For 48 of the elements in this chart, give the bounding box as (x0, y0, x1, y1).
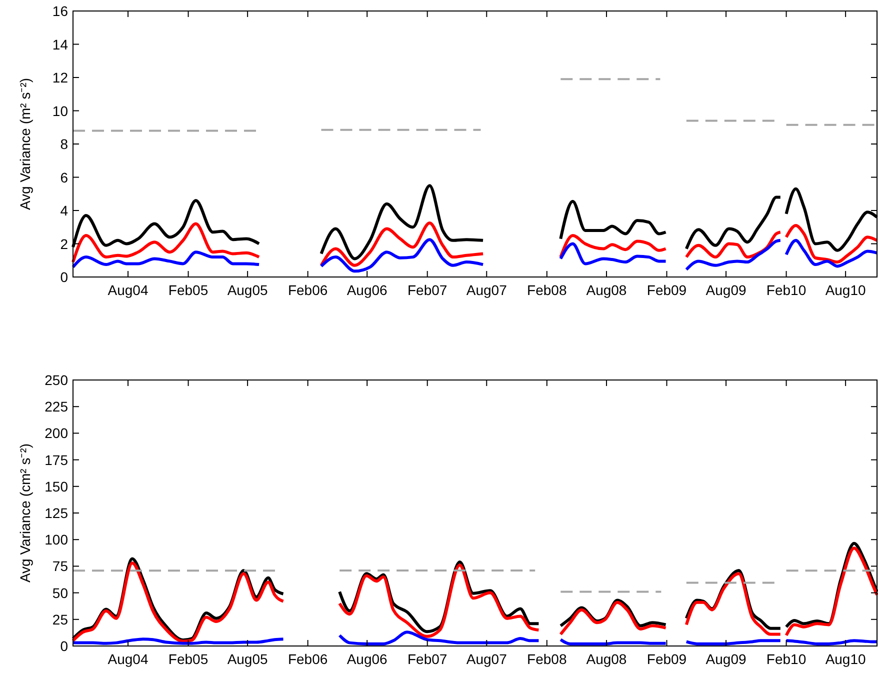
y-tick-label: 225 (44, 398, 68, 415)
x-tick-label: Aug10 (825, 651, 866, 667)
y-tick-label: 75 (52, 558, 68, 574)
y-tick-label: 14 (52, 36, 68, 52)
y-tick-label: 25 (52, 611, 68, 628)
x-tick-label: Feb07 (408, 282, 448, 298)
y-tick-label: 16 (52, 3, 68, 19)
y-tick-label: 2 (60, 236, 68, 252)
x-tick-label: Feb10 (766, 282, 806, 298)
y-tick-label: 8 (60, 136, 68, 152)
y-tick-label: 200 (44, 425, 68, 442)
x-tick-label: Feb07 (408, 651, 448, 667)
x-tick-label: Aug07 (466, 651, 508, 667)
y-tick-label: 100 (44, 532, 68, 548)
y-tick-label: 12 (52, 70, 68, 86)
y-tick-label: 125 (44, 505, 68, 521)
x-tick-label: Aug05 (227, 282, 268, 298)
y-tick-label: 0 (60, 638, 68, 654)
x-tick-label: Aug09 (706, 282, 746, 298)
y-axis-title: Avg Variance (m² s⁻²) (17, 78, 33, 210)
x-tick-label: Feb06 (288, 651, 328, 667)
x-tick-label: Aug10 (825, 282, 866, 298)
y-tick-label: 175 (44, 452, 68, 468)
x-tick-label: Aug06 (346, 282, 388, 298)
x-tick-label: Feb09 (646, 651, 687, 667)
x-tick-label: Aug04 (108, 282, 148, 298)
y-tick-label: 0 (60, 269, 68, 285)
y-tick-label: 50 (52, 584, 68, 601)
y-tick-label: 4 (60, 202, 68, 218)
x-tick-label: Feb05 (168, 651, 208, 667)
x-tick-label: Aug04 (108, 651, 148, 667)
x-tick-label: Aug06 (346, 651, 388, 667)
y-axis-title: Avg Variance (cm² s⁻²) (17, 443, 33, 583)
x-tick-label: Feb05 (168, 282, 208, 298)
y-tick-label: 250 (44, 372, 68, 388)
x-tick-label: Feb09 (646, 282, 687, 298)
x-tick-label: Aug05 (227, 651, 268, 667)
y-tick-label: 6 (60, 169, 68, 186)
y-tick-label: 10 (52, 102, 68, 119)
x-tick-label: Feb06 (288, 282, 328, 298)
x-tick-label: Aug08 (586, 651, 627, 667)
x-tick-label: Aug09 (706, 651, 746, 667)
x-tick-label: Aug08 (586, 282, 627, 298)
x-tick-label: Aug07 (466, 282, 508, 298)
y-tick-label: 150 (44, 478, 68, 494)
x-tick-label: Feb08 (527, 282, 567, 298)
x-tick-label: Feb08 (527, 651, 567, 667)
x-tick-label: Feb10 (766, 651, 806, 667)
